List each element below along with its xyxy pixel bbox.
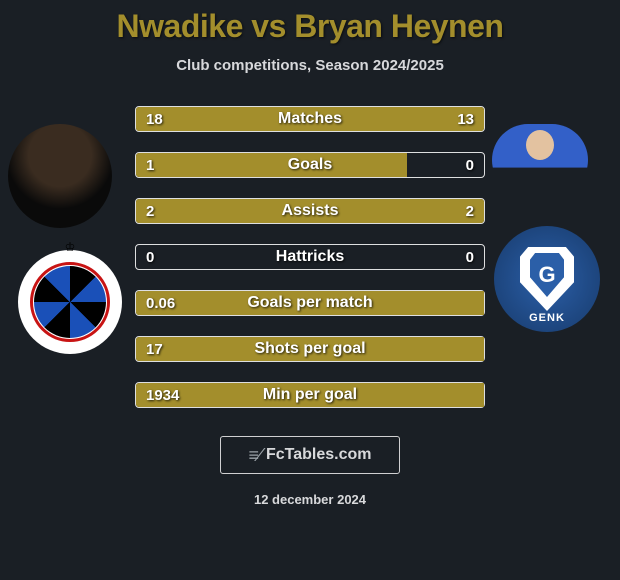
brand-text: FcTables.com	[266, 446, 372, 464]
stat-label: Goals per match	[247, 294, 372, 312]
stat-value-left: 2	[146, 203, 154, 220]
stat-row: 2 2 Assists	[135, 198, 485, 224]
stat-bar-left	[136, 153, 407, 177]
stat-value-right: 13	[457, 111, 474, 128]
stat-value-left: 0.06	[146, 295, 175, 312]
page-subtitle: Club competitions, Season 2024/2025	[176, 57, 444, 74]
stat-row: 0.06 Goals per match	[135, 290, 485, 316]
page-title: Nwadike vs Bryan Heynen	[117, 8, 504, 45]
stat-value-right: 0	[466, 249, 474, 266]
club-right-badge: GENK	[494, 226, 600, 332]
stat-row: 0 0 Hattricks	[135, 244, 485, 270]
stat-value-left: 17	[146, 341, 163, 358]
stat-value-left: 0	[146, 249, 154, 266]
stat-row: 1934 Min per goal	[135, 382, 485, 408]
stat-label: Hattricks	[276, 248, 344, 266]
stat-label: Matches	[278, 110, 342, 128]
date-text: 12 december 2024	[254, 492, 366, 507]
player-right-avatar	[492, 124, 588, 196]
stat-label: Min per goal	[263, 386, 357, 404]
stat-row: 1 0 Goals	[135, 152, 485, 178]
stat-value-right: 0	[466, 157, 474, 174]
stat-value-left: 1934	[146, 387, 179, 404]
stat-row: 17 Shots per goal	[135, 336, 485, 362]
club-left-badge: ♔	[18, 250, 122, 354]
stat-row: 18 13 Matches	[135, 106, 485, 132]
stat-value-left: 18	[146, 111, 163, 128]
stat-label: Shots per goal	[254, 340, 365, 358]
stat-label: Goals	[288, 156, 332, 174]
player-left-avatar	[8, 124, 112, 228]
stat-value-right: 2	[466, 203, 474, 220]
stats-bars: 18 13 Matches 1 0 Goals 2 2 Assists 0 0 Hattricks 0.…	[135, 106, 485, 408]
brand-badge: ≡⁄ FcTables.com	[220, 436, 400, 474]
chart-icon: ≡⁄	[248, 445, 262, 466]
stat-label: Assists	[282, 202, 339, 220]
stat-value-left: 1	[146, 157, 154, 174]
